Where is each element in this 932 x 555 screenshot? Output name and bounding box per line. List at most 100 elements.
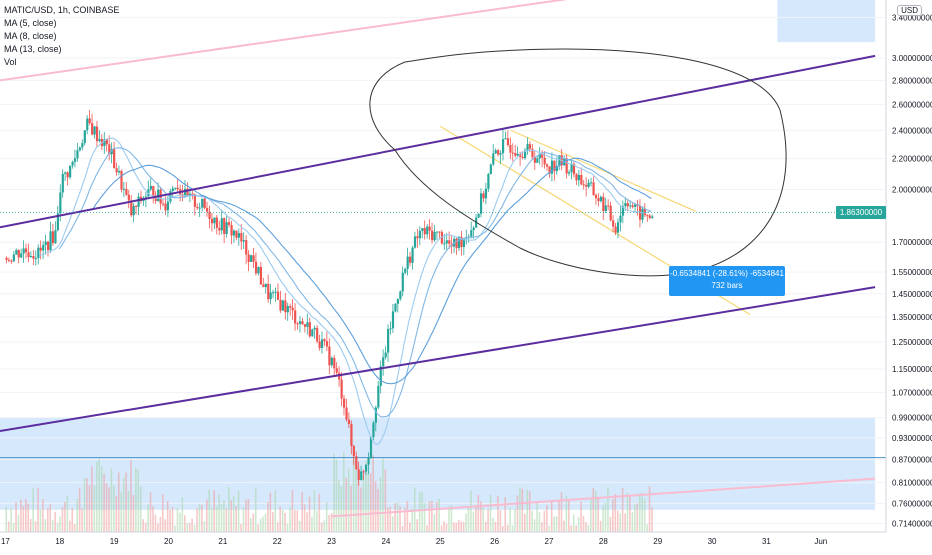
- candle-body: [113, 148, 116, 169]
- volume-bar: [401, 525, 404, 532]
- y-tick-label: 1.35000000: [892, 313, 932, 322]
- volume-bar: [276, 522, 279, 532]
- candle-body: [230, 224, 233, 236]
- candle-body: [245, 240, 248, 255]
- candle-body: [193, 194, 196, 207]
- candle-body: [291, 307, 294, 311]
- candle-body: [320, 339, 324, 348]
- volume-bar: [279, 506, 281, 532]
- candle-body: [135, 205, 138, 207]
- legend-ma13[interactable]: MA (13, close): [4, 44, 62, 54]
- volume-bar: [377, 488, 379, 532]
- volume-bar: [648, 486, 651, 532]
- candle-body: [553, 160, 556, 171]
- volume-bar: [242, 507, 245, 532]
- candle-body: [409, 256, 412, 263]
- volume-bar: [113, 485, 115, 532]
- volume-bar: [560, 492, 563, 532]
- volume-bar: [379, 477, 382, 532]
- volume-bar: [533, 519, 536, 532]
- volume-bar: [431, 500, 433, 532]
- candle-body: [15, 250, 18, 255]
- legend-vol[interactable]: Vol: [4, 57, 17, 67]
- volume-bar: [223, 500, 225, 532]
- volume-bar: [357, 466, 360, 532]
- candle-body: [17, 250, 20, 258]
- volume-bar: [289, 507, 291, 532]
- volume-bar: [44, 519, 47, 532]
- volume-bar: [457, 520, 460, 532]
- volume-bar: [435, 502, 438, 532]
- y-tick-label: 0.81000000: [892, 479, 932, 488]
- volume-bar: [12, 522, 15, 532]
- candle-body: [117, 170, 121, 173]
- volume-bar: [558, 500, 560, 532]
- candle-body: [147, 189, 150, 197]
- candle-body: [377, 385, 380, 408]
- candle-body: [347, 419, 351, 424]
- volume-bar: [298, 520, 301, 532]
- volume-bar: [181, 497, 184, 532]
- volume-bar: [602, 505, 604, 532]
- volume-bar: [34, 521, 37, 532]
- volume-bar: [179, 512, 181, 532]
- volume-bar: [565, 496, 568, 532]
- candle-body: [120, 170, 123, 190]
- legend-symbol[interactable]: MATIC/USD, 1h, COINBASE: [4, 5, 120, 15]
- candle-body: [176, 187, 179, 190]
- volume-bar: [470, 490, 472, 532]
- volume-bar: [237, 490, 240, 532]
- volume-bar: [198, 504, 201, 532]
- candle-body: [460, 236, 463, 247]
- candle-body: [269, 292, 272, 300]
- candle-body: [619, 215, 622, 223]
- volume-bar: [20, 499, 22, 532]
- candle-body: [641, 208, 644, 220]
- volume-bar: [516, 495, 519, 532]
- currency-label[interactable]: USD: [897, 5, 922, 16]
- volume-bar: [272, 512, 274, 532]
- candle-body: [325, 341, 329, 347]
- candle-body: [267, 283, 270, 300]
- candle-body: [369, 437, 373, 458]
- candle-body: [228, 222, 231, 225]
- candle-body: [318, 341, 321, 348]
- volume-bar: [384, 469, 387, 532]
- candle-body: [284, 300, 287, 313]
- candle-body: [565, 158, 568, 174]
- volume-bar: [240, 523, 242, 532]
- volume-bar: [215, 506, 218, 532]
- volume-bar: [22, 506, 25, 532]
- candle-body: [580, 175, 583, 185]
- volume-bar: [487, 509, 489, 532]
- candle-body: [66, 172, 69, 178]
- candle-body: [470, 230, 473, 237]
- volume-bar: [88, 485, 91, 532]
- volume-bar: [572, 514, 575, 532]
- volume-bar: [428, 501, 431, 532]
- candle-body: [27, 252, 30, 258]
- volume-bar: [269, 492, 272, 532]
- volume-bar: [350, 486, 352, 532]
- volume-bar: [646, 524, 648, 532]
- candle-body: [301, 321, 304, 325]
- volume-bar: [203, 521, 206, 532]
- candle-body: [536, 158, 539, 163]
- candle-body: [313, 327, 316, 330]
- volume-bar: [206, 499, 208, 532]
- volume-bar: [494, 521, 497, 532]
- candle-body: [201, 198, 204, 208]
- candle-body: [132, 205, 135, 216]
- volume-bar: [318, 493, 321, 532]
- candle-body: [73, 158, 77, 162]
- volume-bar: [612, 499, 614, 532]
- candle-body: [54, 230, 57, 244]
- volume-bar: [631, 512, 634, 532]
- candle-body: [431, 230, 434, 241]
- zone-1: [777, 0, 876, 43]
- legend-ma8[interactable]: MA (8, close): [4, 31, 57, 41]
- legend-ma5[interactable]: MA (5, close): [4, 18, 57, 28]
- volume-bar: [320, 522, 323, 532]
